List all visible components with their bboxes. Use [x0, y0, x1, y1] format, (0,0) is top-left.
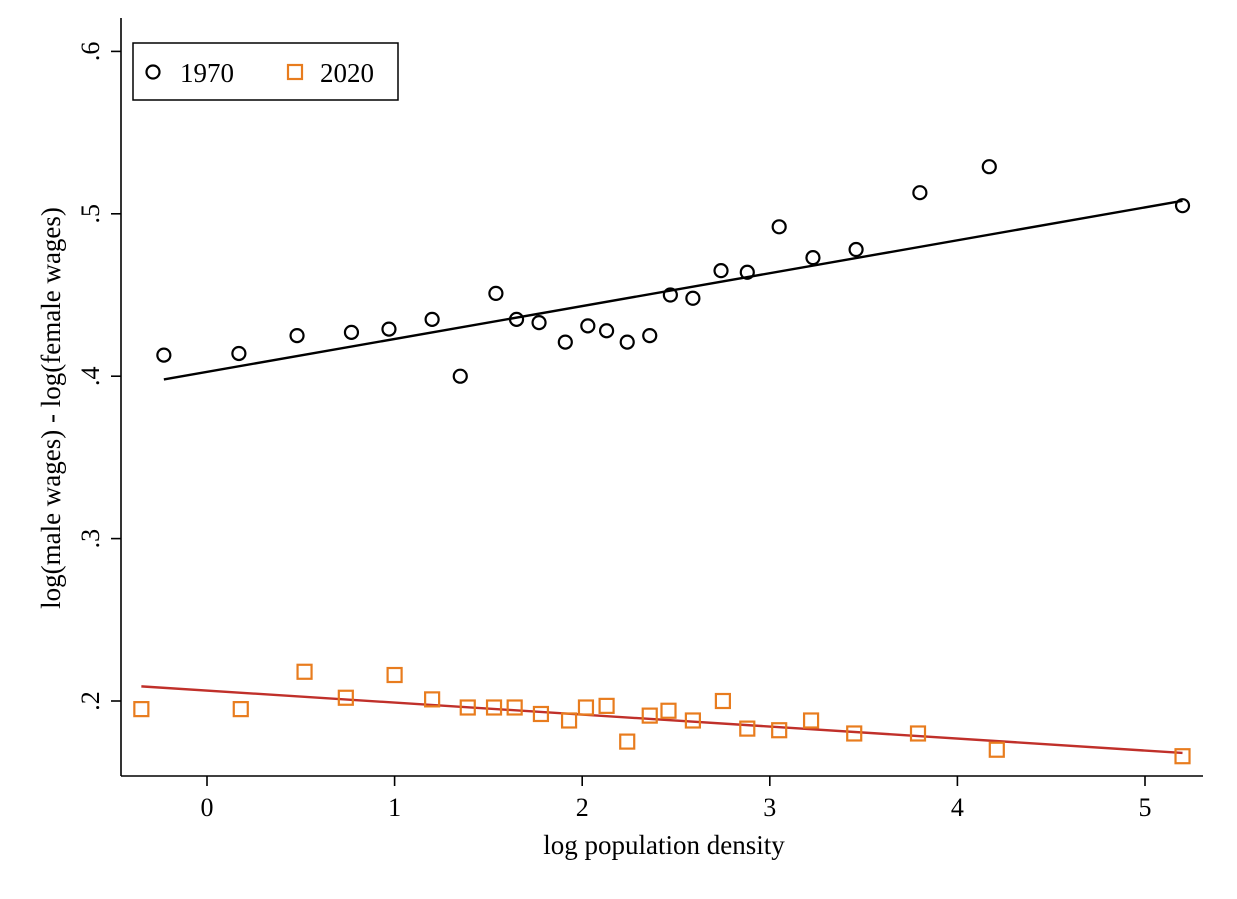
data-point-2020: [660, 702, 677, 719]
data-point-1970: [531, 315, 547, 331]
data-point-1970: [662, 287, 678, 303]
data-point-1970: [912, 185, 928, 201]
data-point-2020: [386, 666, 403, 684]
data-point-2020: [909, 725, 927, 742]
legend-label-1970: 1970: [180, 58, 234, 88]
data-point-2020: [577, 699, 595, 716]
data-point-1970: [231, 345, 247, 362]
legend-marker-2020: [286, 63, 304, 81]
data-point-2020: [506, 699, 523, 716]
data-point-1970: [381, 321, 397, 337]
data-point-2020: [459, 699, 476, 716]
data-point-1970: [713, 263, 729, 279]
data-point-1970: [771, 219, 787, 235]
x-tick-label: 0: [201, 793, 214, 822]
series-2020: [133, 663, 1191, 765]
data-point-2020: [714, 692, 732, 710]
y-axis-title: log(male wages) - log(female wages): [36, 207, 66, 609]
data-point-2020: [337, 689, 354, 706]
x-tick-label: 4: [951, 793, 964, 822]
data-point-1970: [1174, 198, 1191, 214]
x-tick-label: 2: [576, 793, 589, 822]
y-tick-label: .2: [76, 691, 105, 711]
legend-label-2020: 2020: [320, 58, 374, 88]
data-point-2020: [424, 691, 441, 708]
series-1970: [156, 159, 1191, 384]
x-axis-title: log population density: [543, 830, 785, 860]
plot-area: [133, 159, 1191, 765]
x-tick-label: 5: [1139, 793, 1152, 822]
data-point-2020: [532, 705, 550, 723]
data-point-1970: [739, 264, 755, 280]
axes: [120, 18, 1203, 777]
data-point-2020: [771, 722, 788, 739]
y-tick-label: .3: [76, 529, 105, 549]
data-point-1970: [598, 323, 615, 339]
fit-line-2020: [141, 685, 1183, 755]
y-tick-label: .5: [76, 204, 105, 224]
data-point-1970: [488, 285, 504, 301]
data-point-1970: [424, 311, 440, 327]
data-point-2020: [1174, 748, 1191, 765]
data-point-2020: [598, 697, 615, 714]
data-point-2020: [232, 701, 249, 718]
data-point-1970: [508, 311, 525, 327]
data-point-1970: [156, 347, 172, 363]
data-point-1970: [557, 334, 573, 350]
x-tick-label: 3: [763, 793, 776, 822]
data-point-2020: [485, 699, 503, 716]
data-point-2020: [846, 725, 863, 742]
y-tick-label: .6: [76, 42, 105, 62]
data-point-1970: [619, 334, 635, 350]
data-point-1970: [343, 324, 360, 340]
data-point-1970: [289, 328, 305, 344]
data-point-1970: [685, 290, 701, 306]
data-point-2020: [739, 720, 756, 737]
data-point-2020: [133, 701, 150, 718]
data-point-1970: [981, 159, 997, 175]
data-point-1970: [848, 241, 864, 258]
data-point-2020: [560, 712, 578, 729]
data-point-2020: [619, 733, 636, 750]
data-point-1970: [642, 328, 658, 344]
data-point-2020: [802, 712, 820, 729]
legend-box: [132, 42, 399, 101]
data-point-1970: [805, 250, 821, 266]
data-point-2020: [641, 707, 658, 724]
data-point-2020: [296, 663, 313, 680]
legend-marker-1970: [145, 64, 161, 80]
y-tick-label: .4: [76, 366, 105, 386]
data-point-1970: [580, 318, 596, 334]
legend: 1970 2020: [132, 42, 399, 101]
data-point-2020: [684, 712, 701, 729]
ticks: 0 1 2 3 4 5 .2 .3 .4 .5 .6: [76, 42, 1152, 822]
x-tick-label: 1: [388, 793, 401, 822]
data-point-1970: [452, 368, 468, 384]
data-point-2020: [988, 741, 1005, 758]
